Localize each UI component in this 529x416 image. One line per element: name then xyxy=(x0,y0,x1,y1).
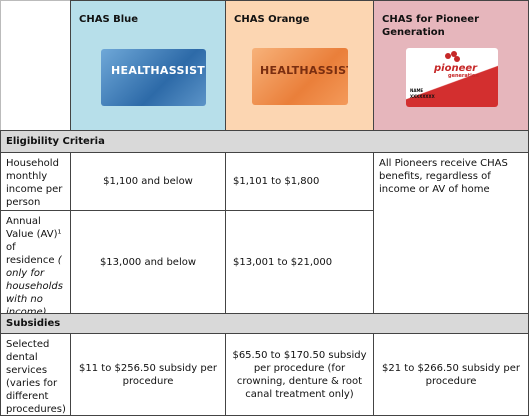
section-row: Subsidies xyxy=(0,313,529,334)
cell-text: $1,101 to $1,800 xyxy=(233,176,320,187)
card-text: HEALTHASSIST xyxy=(111,64,206,77)
card-text: XXXXXXXX xyxy=(410,94,435,99)
row-label: Household monthly income per person xyxy=(0,152,71,211)
cell-text: Selected dental services (varies for dif… xyxy=(6,339,66,415)
cell: $1,101 to $1,800 xyxy=(225,152,374,211)
section-row: Eligibility Criteria xyxy=(0,130,529,153)
section-title: Eligibility Criteria xyxy=(6,136,105,147)
cell-text: $1,100 and below xyxy=(103,176,193,187)
header-cell: CHAS Orange HEALTHASSIST xyxy=(225,0,374,131)
card-text: HEALTHASSIST xyxy=(260,64,348,77)
card-image: HEALTHASSIST xyxy=(252,48,348,105)
cell: $65.50 to $170.50 subsidy per procedure … xyxy=(225,333,374,416)
cell-text: All Pioneers receive CHAS benefits, rega… xyxy=(379,158,508,195)
logo-icon xyxy=(445,51,460,62)
card-text: pioneer xyxy=(434,63,478,74)
cell-text: $65.50 to $170.50 subsidy per procedure … xyxy=(232,349,367,400)
section-title: Subsidies xyxy=(6,318,61,329)
corner-cell xyxy=(0,0,71,131)
cell: $11 to $256.50 subsidy per procedure xyxy=(70,333,226,416)
cell: All Pioneers receive CHAS benefits, rega… xyxy=(373,152,529,314)
cell: $13,000 and below xyxy=(70,210,226,314)
cell: $13,001 to $21,000 xyxy=(225,210,374,314)
card-text: generation xyxy=(448,73,479,79)
card-image: pioneer generation NAME XXXXXXXX xyxy=(406,48,498,107)
card-image: HEALTHASSIST xyxy=(101,49,206,106)
cell-text: $13,000 and below xyxy=(99,256,197,268)
cell-text: Annual Value (AV)¹ of residence xyxy=(6,216,62,266)
cell-text: $11 to $256.50 subsidy per procedure xyxy=(79,362,217,387)
cell-text: Household monthly income per person xyxy=(6,158,63,208)
card-text: NAME xyxy=(410,88,424,93)
header-text: CHAS Orange xyxy=(234,14,310,25)
header-text: CHAS Blue xyxy=(79,14,139,25)
row-label: Annual Value (AV)¹ of residence ( only f… xyxy=(0,210,71,318)
row-label: Selected dental services (varies for dif… xyxy=(0,333,71,416)
header-cell: CHAS Blue HEALTHASSIST xyxy=(70,0,226,131)
cell-note: ( only for households with no income) xyxy=(6,255,63,318)
cell-text: $21 to $266.50 subsidy per procedure xyxy=(382,362,520,387)
cell: $21 to $266.50 subsidy per procedure xyxy=(373,333,529,416)
header-cell: CHAS for Pioneer Generation pioneer gene… xyxy=(373,0,529,131)
header-text: CHAS for Pioneer Generation xyxy=(382,14,480,38)
cell-text: $13,001 to $21,000 xyxy=(233,256,333,268)
cell: $1,100 and below xyxy=(70,152,226,211)
